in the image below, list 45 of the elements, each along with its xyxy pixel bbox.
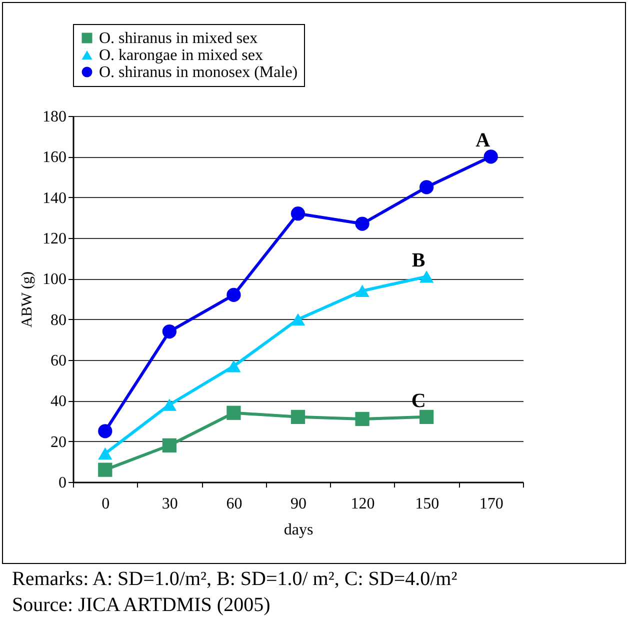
x-tick-label: 30 — [162, 496, 178, 512]
y-axis-title: ABW (g) — [20, 272, 36, 328]
y-tick-label: 120 — [42, 230, 66, 248]
y-tick-label: 180 — [42, 108, 66, 126]
x-tick-label: 60 — [226, 496, 242, 512]
x-tick-label: 170 — [479, 496, 504, 512]
point — [355, 284, 370, 297]
point — [162, 398, 176, 411]
y-tick-label: 60 — [50, 352, 66, 370]
y-tick-label: 40 — [50, 393, 66, 410]
y-tick-label: 100 — [42, 271, 66, 288]
x-axis-title: days — [284, 522, 314, 538]
point — [484, 150, 498, 164]
point — [162, 438, 176, 452]
annotation: A — [476, 130, 491, 152]
point — [98, 462, 112, 477]
point — [226, 288, 241, 302]
x-tick-label: 90 — [290, 496, 306, 512]
point — [162, 324, 176, 339]
legend-label: O. shiranus in monosex (Male) — [99, 64, 298, 81]
point — [420, 270, 434, 283]
point — [355, 216, 370, 231]
point — [98, 447, 112, 460]
x-tick-label: 0 — [102, 496, 110, 512]
point — [98, 424, 112, 438]
x-tick-label: 150 — [415, 496, 440, 512]
y-tick-label: 20 — [50, 434, 66, 451]
annotation: B — [412, 250, 426, 272]
point — [420, 180, 434, 194]
point — [420, 410, 434, 424]
point — [290, 410, 306, 424]
text: Remarks: A: SD=1.0/m², B: SD=1.0/ m², C: SD=4.0/m² — [12, 567, 458, 592]
y-tick-label: 160 — [42, 149, 66, 166]
point — [226, 406, 241, 420]
y-tick-label: 140 — [42, 190, 66, 207]
y-tick-label: 0 — [58, 474, 66, 492]
point — [290, 313, 306, 326]
legend-label: O. shiranus in mixed sex — [99, 30, 258, 47]
y-tick-label: 80 — [50, 312, 66, 329]
source-note: Source: JICA ARTDMIS (2005) — [12, 593, 272, 618]
point — [226, 360, 241, 372]
x-tick-label: 120 — [350, 496, 375, 512]
legend-label: O. karongae in mixed sex — [99, 47, 263, 64]
point — [290, 206, 306, 221]
point — [355, 412, 370, 426]
